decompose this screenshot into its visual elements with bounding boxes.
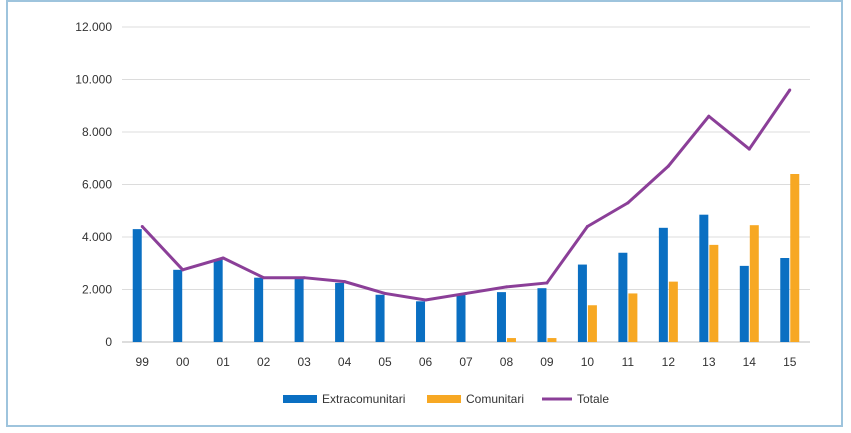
bar-comunitari xyxy=(668,281,678,342)
bar-extracomunitari xyxy=(618,252,628,342)
x-tick-label: 04 xyxy=(338,355,352,369)
line-totale xyxy=(141,89,792,302)
bar-extracomunitari xyxy=(496,292,506,342)
point-totale xyxy=(181,268,185,272)
x-tick-label: 12 xyxy=(662,355,676,369)
x-tick-label: 09 xyxy=(540,355,554,369)
point-totale xyxy=(221,256,225,260)
point-totale xyxy=(788,88,792,92)
total-line xyxy=(140,88,792,302)
gridlines xyxy=(122,26,810,343)
bar-comunitari xyxy=(547,338,557,342)
point-totale xyxy=(383,291,387,295)
x-tick-label: 06 xyxy=(419,355,433,369)
bar-extracomunitari xyxy=(375,294,385,342)
bar-extracomunitari xyxy=(577,264,587,342)
point-totale xyxy=(504,285,508,289)
bar-extracomunitari xyxy=(335,282,345,342)
point-totale xyxy=(545,281,549,285)
y-axis-ticks: 0 2.000 4.000 6.000 8.000 10.000 12.000 xyxy=(75,20,112,349)
point-totale xyxy=(666,164,670,168)
bar-extracomunitari xyxy=(213,259,223,342)
bars xyxy=(132,174,800,342)
bar-comunitari xyxy=(709,244,719,342)
x-tick-label: 08 xyxy=(500,355,514,369)
bar-extracomunitari xyxy=(254,277,264,342)
bar-extracomunitari xyxy=(132,229,142,342)
bar-comunitari xyxy=(628,293,638,342)
x-tick-label: 15 xyxy=(783,355,797,369)
y-tick-label: 8.000 xyxy=(82,125,112,139)
y-tick-label: 2.000 xyxy=(82,283,112,297)
point-totale xyxy=(626,201,630,205)
legend-label: Comunitari xyxy=(466,392,524,406)
x-tick-label: 99 xyxy=(136,355,150,369)
point-totale xyxy=(464,291,468,295)
bar-extracomunitari xyxy=(416,301,426,342)
x-tick-label: 00 xyxy=(176,355,190,369)
point-totale xyxy=(302,276,306,280)
x-tick-label: 10 xyxy=(581,355,595,369)
y-tick-label: 0 xyxy=(105,335,112,349)
bar-extracomunitari xyxy=(537,288,547,342)
legend-label: Extracomunitari xyxy=(322,392,405,406)
x-tick-label: 01 xyxy=(216,355,230,369)
x-tick-label: 02 xyxy=(257,355,271,369)
x-tick-label: 05 xyxy=(378,355,392,369)
chart-frame xyxy=(6,0,843,427)
x-tick-label: 11 xyxy=(622,355,635,369)
x-axis-ticks: 99 00 01 02 03 04 05 06 07 08 09 10 11 12 13 14 15 xyxy=(136,355,797,369)
legend-swatch xyxy=(427,395,461,403)
legend-label: Totale xyxy=(577,392,609,406)
x-tick-label: 07 xyxy=(459,355,473,369)
bar-comunitari xyxy=(790,174,800,342)
y-tick-label: 4.000 xyxy=(82,230,112,244)
point-totale xyxy=(707,114,711,118)
bar-extracomunitari xyxy=(699,214,709,342)
bar-comunitari xyxy=(506,338,516,342)
y-tick-label: 10.000 xyxy=(75,73,112,87)
point-totale xyxy=(585,225,589,228)
x-tick-label: 14 xyxy=(743,355,757,369)
point-totale xyxy=(140,225,144,228)
x-tick-label: 13 xyxy=(702,355,716,369)
legend-swatch xyxy=(283,395,317,403)
y-tick-label: 12.000 xyxy=(75,20,112,34)
bar-extracomunitari xyxy=(780,258,790,342)
point-totale xyxy=(343,280,347,284)
point-totale xyxy=(424,298,428,302)
bar-extracomunitari xyxy=(173,269,183,342)
bar-extracomunitari xyxy=(456,294,466,342)
bar-extracomunitari xyxy=(294,279,304,342)
bar-extracomunitari xyxy=(739,265,749,342)
x-tick-label: 03 xyxy=(297,355,311,369)
point-totale xyxy=(747,147,751,151)
bar-comunitari xyxy=(587,305,597,342)
point-totale xyxy=(262,276,266,280)
y-tick-label: 6.000 xyxy=(82,178,112,192)
bar-extracomunitari xyxy=(658,227,668,342)
bar-comunitari xyxy=(749,225,759,342)
legend: Extracomunitari Comunitari Totale xyxy=(283,392,609,406)
